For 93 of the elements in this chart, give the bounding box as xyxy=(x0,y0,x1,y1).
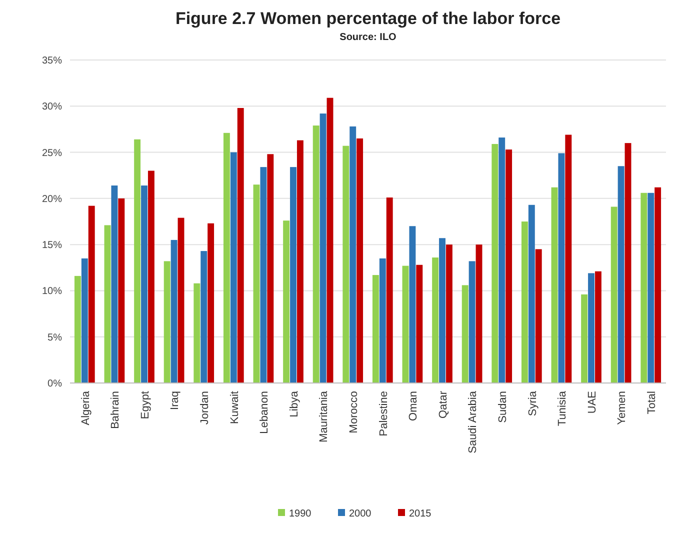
bar xyxy=(462,285,468,383)
bar xyxy=(194,283,200,383)
bar xyxy=(558,153,565,383)
x-tick-label: Palestine xyxy=(378,391,390,436)
bar xyxy=(320,114,326,383)
bar xyxy=(118,198,125,383)
bar xyxy=(618,166,624,383)
y-tick-label: 35% xyxy=(42,56,62,66)
x-tick-label: Qatar xyxy=(437,390,450,419)
bar xyxy=(551,187,558,383)
y-tick-label: 25% xyxy=(42,148,62,159)
bar xyxy=(253,184,260,383)
bar xyxy=(170,240,178,383)
bar xyxy=(498,138,506,383)
bar xyxy=(409,226,416,383)
bar xyxy=(648,192,654,383)
x-tick-label: Sudan xyxy=(496,391,509,423)
x-tick-label: Mauritania xyxy=(318,390,330,442)
bar xyxy=(476,244,482,383)
x-tick-label: Morocco xyxy=(348,391,360,434)
bar xyxy=(74,276,81,383)
bar xyxy=(402,266,409,383)
bar xyxy=(610,206,618,383)
bar xyxy=(446,244,452,383)
bar xyxy=(111,186,118,383)
bar xyxy=(581,294,588,383)
bar xyxy=(134,139,141,383)
legend-label: 2015 xyxy=(409,508,432,520)
bar xyxy=(640,192,648,383)
x-tick-label: Lebanon xyxy=(258,391,271,434)
bar xyxy=(492,144,498,383)
x-tick-label: Syria xyxy=(526,390,539,416)
bar xyxy=(148,170,154,383)
x-tick-label: UAE xyxy=(586,391,598,414)
bar xyxy=(535,249,542,383)
bar xyxy=(230,152,237,383)
x-tick-label: Iraq xyxy=(169,391,182,410)
bar xyxy=(379,258,386,383)
bar xyxy=(260,167,267,383)
bar xyxy=(312,126,320,383)
legend-label: 2000 xyxy=(349,508,372,520)
bar xyxy=(290,167,296,383)
y-tick-label: 30% xyxy=(42,102,62,113)
x-tick-label: Jordan xyxy=(198,391,211,425)
bar xyxy=(506,150,512,383)
y-tick-label: 20% xyxy=(42,194,62,205)
legend-label: 1990 xyxy=(289,508,312,520)
x-tick-label: Yemen xyxy=(616,391,628,425)
bar xyxy=(439,238,446,383)
y-tick-label: 5% xyxy=(48,332,62,344)
bar xyxy=(350,126,356,383)
bar xyxy=(528,204,535,383)
bar xyxy=(164,261,170,383)
bar xyxy=(141,186,148,383)
chart-title: Figure 2.7 Women percentage of the labor force xyxy=(175,9,561,28)
bar xyxy=(432,257,439,383)
x-tick-label: Total xyxy=(646,391,658,414)
bar xyxy=(88,206,95,383)
bar xyxy=(267,154,274,383)
x-tick-label: Saudi Arabia xyxy=(467,390,480,454)
bar xyxy=(624,143,632,383)
bar xyxy=(386,198,393,383)
bar xyxy=(104,225,111,383)
bar xyxy=(468,261,476,383)
x-tick-label: Bahrain xyxy=(110,391,122,429)
x-tick-label: Kuwait xyxy=(228,391,241,424)
bar xyxy=(223,132,230,383)
x-tick-label: Tunisia xyxy=(556,390,569,426)
y-tick-label: 15% xyxy=(42,240,62,252)
bar xyxy=(594,271,602,383)
bar xyxy=(326,98,334,383)
bar xyxy=(565,134,572,383)
bar xyxy=(81,258,88,383)
x-tick-label: Oman xyxy=(408,391,420,421)
bar xyxy=(283,220,290,383)
bar xyxy=(416,264,423,383)
bar xyxy=(296,140,304,383)
y-tick-label: 0% xyxy=(48,378,62,390)
bar xyxy=(372,275,379,383)
y-tick-label: 10% xyxy=(42,286,62,298)
x-tick-label: Libya xyxy=(288,390,300,418)
bar xyxy=(178,218,184,383)
bar xyxy=(342,146,350,383)
bar xyxy=(208,223,214,383)
chart-subtitle: Source: ILO xyxy=(340,32,397,43)
bar xyxy=(654,187,662,383)
x-tick-label: Egypt xyxy=(139,391,152,420)
bar xyxy=(200,251,208,383)
bar xyxy=(521,222,528,383)
bar xyxy=(588,273,594,383)
x-tick-label: Algeria xyxy=(80,390,92,426)
bar xyxy=(237,108,244,383)
bar xyxy=(356,138,364,383)
